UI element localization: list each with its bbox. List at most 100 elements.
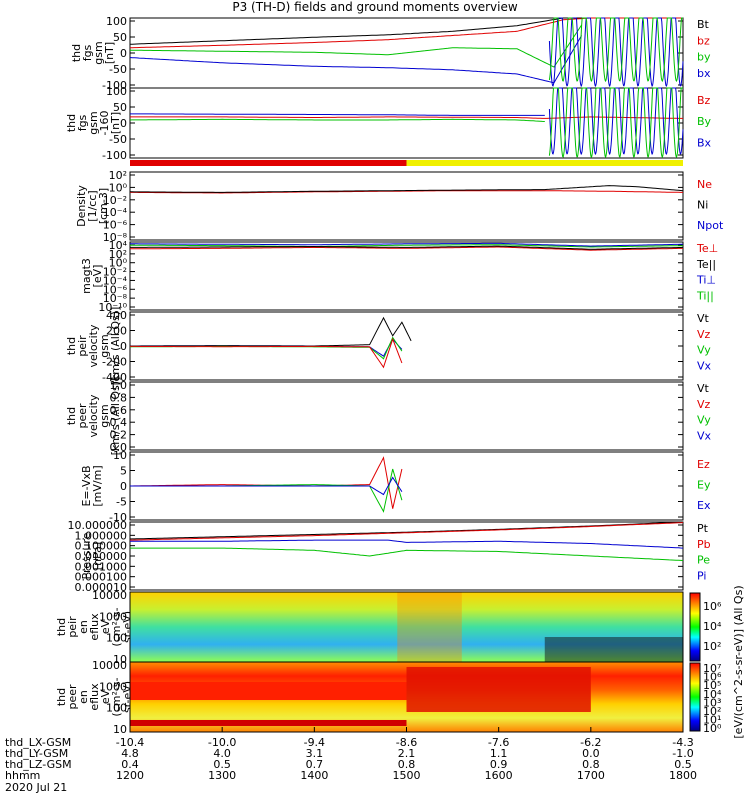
y-axis-label-line: en xyxy=(77,620,90,634)
series-fgs_m160-bz xyxy=(130,116,683,119)
y-tick-label: -50 xyxy=(109,63,127,76)
legend-ti: Ti⊥ xyxy=(696,274,716,287)
y-axis-label-line: velocity xyxy=(87,324,100,367)
y-tick-label: 10² xyxy=(109,248,127,261)
colorbar-1-tick: 10⁶ xyxy=(703,600,722,613)
ephem-value: 1300 xyxy=(208,769,236,782)
ephem-value: -4.3 xyxy=(672,736,693,749)
series-pressure-pi xyxy=(130,539,684,549)
y-tick-label: 10 xyxy=(113,723,127,736)
y-tick-label: 0.010000 xyxy=(75,550,128,563)
colorbar-2-tick: 10² xyxy=(703,705,721,718)
panel-efield: E=-VxB[mV/m] 10 5 0 -5 -10 Ez Ey Ex xyxy=(80,449,711,524)
y-axis-label-line: velocity xyxy=(87,394,100,437)
y-tick-label: 0 xyxy=(120,340,127,353)
ephem-value: 0.0 xyxy=(582,747,600,760)
y-axis-label-line: gsm xyxy=(92,41,105,64)
y-axis-label: magt3[eV] xyxy=(80,258,104,294)
ephem-value: 1200 xyxy=(116,769,144,782)
colorbar-2-tick: 10⁶ xyxy=(703,671,722,684)
y-tick-label: 10⁻⁴ xyxy=(103,206,128,219)
y-tick-label: 0.000010 xyxy=(75,581,128,594)
y-axis-label-line: thd xyxy=(70,44,83,62)
ephem-value: 1700 xyxy=(577,769,605,782)
colorbar-2 xyxy=(689,662,701,732)
y-tick-label: 10⁻² xyxy=(103,266,127,279)
y-tick-label: 1.0 xyxy=(110,379,128,392)
y-tick-label: 200 xyxy=(106,325,127,338)
y-axis-label-line: peir xyxy=(76,335,89,357)
colorbar-2-tick: 10⁷ xyxy=(703,662,721,675)
legend-npot: Npot xyxy=(697,219,724,232)
y-tick-label: 10⁻⁶ xyxy=(103,283,128,296)
y-tick-label: 10⁴ xyxy=(109,239,128,252)
legend-ez: Ez xyxy=(697,458,710,471)
y-tick-label: 100 xyxy=(106,632,127,645)
y-axis-label-line: eflux xyxy=(88,683,101,711)
legend-pt: Pt xyxy=(697,522,709,535)
panel-density: Density[1/cc][cm-3] 10²10⁰10⁻²10⁻⁴10⁻⁶10⁻… xyxy=(75,169,724,244)
legend-bx: bx xyxy=(697,67,711,80)
y-axis-label-line: peir xyxy=(66,616,79,638)
series-peir_vel-vt xyxy=(130,316,412,347)
y-tick-label: 0.100000 xyxy=(75,540,128,553)
y-axis-label-line: eflux xyxy=(88,613,101,641)
panel-frame xyxy=(129,241,684,311)
legend-bx: Bx xyxy=(697,136,712,149)
y-axis-label-line: en xyxy=(77,690,90,704)
y-axis-label-line: fgs xyxy=(81,44,94,61)
legend-vy: Vy xyxy=(697,414,711,427)
y-tick-label: 1000 xyxy=(99,610,127,623)
series-temp-ti xyxy=(130,244,684,248)
y-axis-label-line: gsm xyxy=(98,404,111,427)
y-axis-label-line: [km/s (All Qs)] xyxy=(109,307,122,386)
y-tick-label: 400 xyxy=(106,309,127,322)
y-axis-label-line: gsm xyxy=(98,334,111,357)
series-density-ne xyxy=(130,190,683,194)
mode-bar-segment-yellow xyxy=(406,160,683,166)
y-tick-label: 10⁻⁸ xyxy=(103,292,128,305)
panel-fgs_m160: thdfgsgsm-160[nT] 100 50 0 -50 -100 Bz By Bx xyxy=(65,85,712,162)
ephem-value: -9.4 xyxy=(304,736,325,749)
y-axis-label-line: [nT] xyxy=(109,112,122,134)
y-axis-label: Pressure[nPa] xyxy=(80,532,104,579)
series-temp-te xyxy=(130,245,684,250)
y-axis-label-line: thd xyxy=(65,337,78,355)
series-pressure-pe xyxy=(130,547,684,561)
y-tick-label: 0.4 xyxy=(110,416,128,429)
spectrogram-band xyxy=(406,667,591,712)
ephem-value: -6.2 xyxy=(580,736,601,749)
series-fgs_m160-bx xyxy=(130,113,545,116)
y-tick-label: 10 xyxy=(113,449,127,462)
y-tick-label: 10⁻² xyxy=(103,194,127,207)
ephem-value: -10.0 xyxy=(208,736,236,749)
y-axis-label-line: fgs xyxy=(76,114,89,131)
colorbar-1-tick: 10² xyxy=(703,640,721,653)
ephem-value: 1500 xyxy=(393,769,421,782)
y-axis-label-line: gsm xyxy=(87,111,100,134)
legend-vx: Vx xyxy=(697,429,712,442)
series-temp-ti xyxy=(130,242,683,247)
legend-ex: Ex xyxy=(697,499,711,512)
ephem-value: 2.1 xyxy=(398,747,416,760)
y-tick-label: 0 xyxy=(120,47,127,60)
y-axis-label: thdfgsgsm-160[nT] xyxy=(65,111,122,136)
panel-fgs: thdfgsgsm[nT] 100 50 0 -50 -100 Bt bz by bx xyxy=(70,15,711,92)
panel-frame xyxy=(129,171,684,241)
y-axis-label-line: [nPa] xyxy=(91,542,104,570)
y-tick-label: 50 xyxy=(113,101,127,114)
colorbar-label: [eV/(cm^2-s-sr-eV)] (All Qs) xyxy=(732,585,745,738)
legend-bz: Bz xyxy=(697,94,711,107)
y-axis-label-line: Density xyxy=(75,185,88,227)
ephem-value: 0.9 xyxy=(490,758,508,771)
y-axis-label-line: [km/s (All Qs)] xyxy=(109,377,122,456)
y-tick-label: 10⁰ xyxy=(109,257,128,270)
series-fgs-bx xyxy=(129,35,583,84)
legend-te: Te⊥ xyxy=(696,242,718,255)
ephem-value: -7.6 xyxy=(488,736,509,749)
panel-peer_vel: thdpeervelocitygsm[km/s (All Qs)]1.00.80… xyxy=(65,377,712,456)
legend-by: By xyxy=(697,115,712,128)
y-tick-label: 10⁻⁶ xyxy=(103,219,128,232)
legend-vz: Vz xyxy=(697,328,711,341)
y-axis-label: thdfgsgsm[nT] xyxy=(70,41,116,64)
